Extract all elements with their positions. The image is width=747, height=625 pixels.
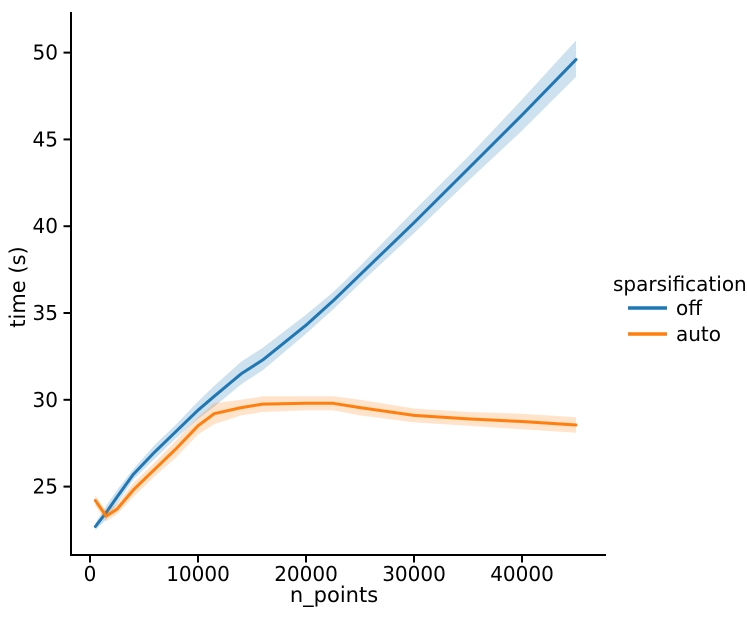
legend-label-auto: auto bbox=[676, 322, 721, 346]
x-tick-label: 30000 bbox=[382, 562, 446, 586]
y-tick-label: 50 bbox=[33, 41, 58, 65]
y-tick-label: 35 bbox=[33, 301, 58, 325]
x-tick-label: 0 bbox=[84, 562, 97, 586]
y-axis-label: time (s) bbox=[6, 246, 30, 327]
y-tick-label: 45 bbox=[33, 127, 58, 151]
x-tick-label: 10000 bbox=[166, 562, 230, 586]
y-tick-label: 40 bbox=[33, 214, 58, 238]
legend-label-off: off bbox=[676, 296, 703, 320]
legend: sparsification off auto bbox=[613, 272, 747, 346]
x-axis-label: n_points bbox=[290, 583, 378, 608]
y-tick-label: 30 bbox=[33, 388, 58, 412]
x-tick-label: 20000 bbox=[274, 562, 338, 586]
series-auto-line bbox=[93, 401, 578, 518]
tick-layer: 0 10000 20000 30000 40000 25 30 35 40 45 50 bbox=[33, 41, 554, 586]
series-layer bbox=[93, 40, 578, 530]
legend-title: sparsification bbox=[613, 272, 747, 296]
series-off-line bbox=[93, 58, 578, 528]
y-tick-label: 25 bbox=[33, 475, 58, 499]
x-tick-label: 40000 bbox=[490, 562, 554, 586]
